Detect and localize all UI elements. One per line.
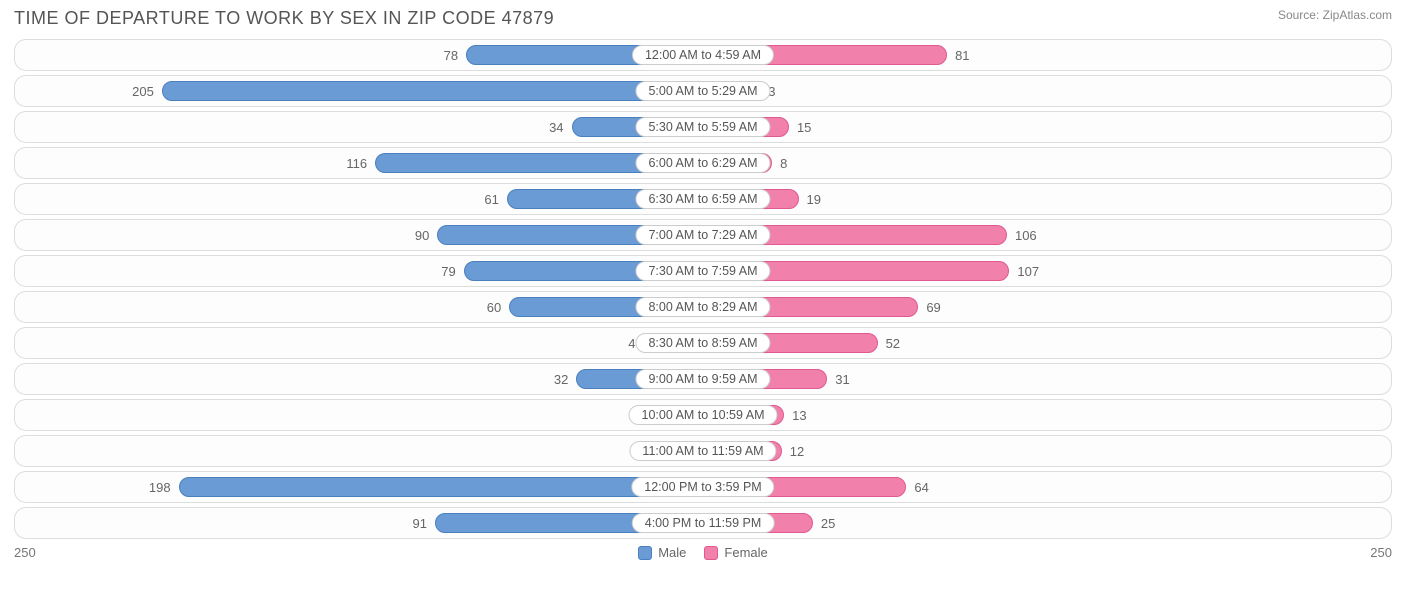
male-value-label: 78 — [436, 48, 466, 63]
axis-left-max: 250 — [14, 545, 36, 560]
male-half: 198 — [15, 472, 703, 502]
female-half: 52 — [703, 328, 1391, 358]
legend-male: Male — [638, 545, 686, 560]
chart-row: 34 15 5:30 AM to 5:59 AM — [14, 111, 1392, 143]
legend-female-label: Female — [724, 545, 767, 560]
male-half: 60 — [15, 292, 703, 322]
chart-row: 90 106 7:00 AM to 7:29 AM — [14, 219, 1392, 251]
category-pill: 6:00 AM to 6:29 AM — [635, 153, 770, 173]
female-half: 107 — [703, 256, 1391, 286]
female-swatch-icon — [704, 546, 718, 560]
female-value-label: 12 — [782, 444, 812, 459]
female-value-label: 25 — [813, 516, 843, 531]
female-half: 106 — [703, 220, 1391, 250]
source-label: Source: ZipAtlas.com — [1278, 8, 1392, 22]
male-half: 32 — [15, 364, 703, 394]
chart-title: TIME OF DEPARTURE TO WORK BY SEX IN ZIP … — [14, 8, 554, 29]
male-half: 78 — [15, 40, 703, 70]
female-value-label: 31 — [827, 372, 857, 387]
female-half: 3 — [703, 76, 1391, 106]
chart-row: 61 19 6:30 AM to 6:59 AM — [14, 183, 1392, 215]
female-value-label: 8 — [772, 156, 795, 171]
male-half: 34 — [15, 112, 703, 142]
female-value-label: 19 — [799, 192, 829, 207]
axis-row: 250 Male Female 250 — [14, 545, 1392, 560]
category-pill: 11:00 AM to 11:59 AM — [629, 441, 776, 461]
female-half: 25 — [703, 508, 1391, 538]
category-pill: 7:30 AM to 7:59 AM — [635, 261, 770, 281]
male-value-label: 32 — [546, 372, 576, 387]
male-bar — [162, 81, 703, 101]
axis-right-max: 250 — [1370, 545, 1392, 560]
female-value-label: 15 — [789, 120, 819, 135]
male-value-label: 205 — [124, 84, 162, 99]
female-value-label: 107 — [1009, 264, 1047, 279]
male-half: 4 — [15, 328, 703, 358]
category-pill: 8:00 AM to 8:29 AM — [635, 297, 770, 317]
legend-male-label: Male — [658, 545, 686, 560]
female-half: 64 — [703, 472, 1391, 502]
male-bar — [179, 477, 703, 497]
category-pill: 5:00 AM to 5:29 AM — [635, 81, 770, 101]
chart-row: 116 86:00 AM to 6:29 AM — [14, 147, 1392, 179]
chart-row: 205 35:00 AM to 5:29 AM — [14, 75, 1392, 107]
male-half: 0 — [15, 436, 703, 466]
male-value-label: 90 — [407, 228, 437, 243]
male-swatch-icon — [638, 546, 652, 560]
male-value-label: 198 — [141, 480, 179, 495]
chart-row: 0 13 10:00 AM to 10:59 AM — [14, 399, 1392, 431]
male-value-label: 116 — [338, 156, 375, 171]
category-pill: 9:00 AM to 9:59 AM — [635, 369, 770, 389]
chart-row: 91 25 4:00 PM to 11:59 PM — [14, 507, 1392, 539]
female-half: 31 — [703, 364, 1391, 394]
male-value-label: 91 — [405, 516, 435, 531]
female-value-label: 81 — [947, 48, 977, 63]
female-half: 15 — [703, 112, 1391, 142]
female-half: 19 — [703, 184, 1391, 214]
chart-row: 32 31 9:00 AM to 9:59 AM — [14, 363, 1392, 395]
male-half: 61 — [15, 184, 703, 214]
female-half: 8 — [703, 148, 1391, 178]
male-half: 116 — [15, 148, 703, 178]
female-half: 69 — [703, 292, 1391, 322]
female-value-label: 69 — [918, 300, 948, 315]
chart-row: 198 64 12:00 PM to 3:59 PM — [14, 471, 1392, 503]
category-pill: 12:00 AM to 4:59 AM — [632, 45, 774, 65]
female-half: 81 — [703, 40, 1391, 70]
male-half: 79 — [15, 256, 703, 286]
chart-row: 60 69 8:00 AM to 8:29 AM — [14, 291, 1392, 323]
male-half: 0 — [15, 400, 703, 430]
male-value-label: 60 — [479, 300, 509, 315]
male-value-label: 61 — [476, 192, 506, 207]
category-pill: 5:30 AM to 5:59 AM — [635, 117, 770, 137]
legend-female: Female — [704, 545, 767, 560]
category-pill: 10:00 AM to 10:59 AM — [629, 405, 778, 425]
male-value-label: 34 — [541, 120, 571, 135]
female-half: 12 — [703, 436, 1391, 466]
female-value-label: 64 — [906, 480, 936, 495]
category-pill: 4:00 PM to 11:59 PM — [632, 513, 775, 533]
category-pill: 7:00 AM to 7:29 AM — [635, 225, 770, 245]
male-half: 205 — [15, 76, 703, 106]
female-value-label: 106 — [1007, 228, 1045, 243]
female-half: 13 — [703, 400, 1391, 430]
category-pill: 6:30 AM to 6:59 AM — [635, 189, 770, 209]
chart-row: 78 81 12:00 AM to 4:59 AM — [14, 39, 1392, 71]
chart-row: 4 52 8:30 AM to 8:59 AM — [14, 327, 1392, 359]
chart-row: 0 12 11:00 AM to 11:59 AM — [14, 435, 1392, 467]
category-pill: 12:00 PM to 3:59 PM — [631, 477, 774, 497]
legend: Male Female — [638, 545, 768, 560]
chart-area: 78 81 12:00 AM to 4:59 AM 205 35:00 AM to 5:… — [14, 39, 1392, 539]
female-value-label: 52 — [878, 336, 908, 351]
male-value-label: 79 — [433, 264, 463, 279]
category-pill: 8:30 AM to 8:59 AM — [635, 333, 770, 353]
chart-row: 79 107 7:30 AM to 7:59 AM — [14, 255, 1392, 287]
header: TIME OF DEPARTURE TO WORK BY SEX IN ZIP … — [14, 8, 1392, 29]
male-half: 90 — [15, 220, 703, 250]
female-value-label: 13 — [784, 408, 814, 423]
male-half: 91 — [15, 508, 703, 538]
